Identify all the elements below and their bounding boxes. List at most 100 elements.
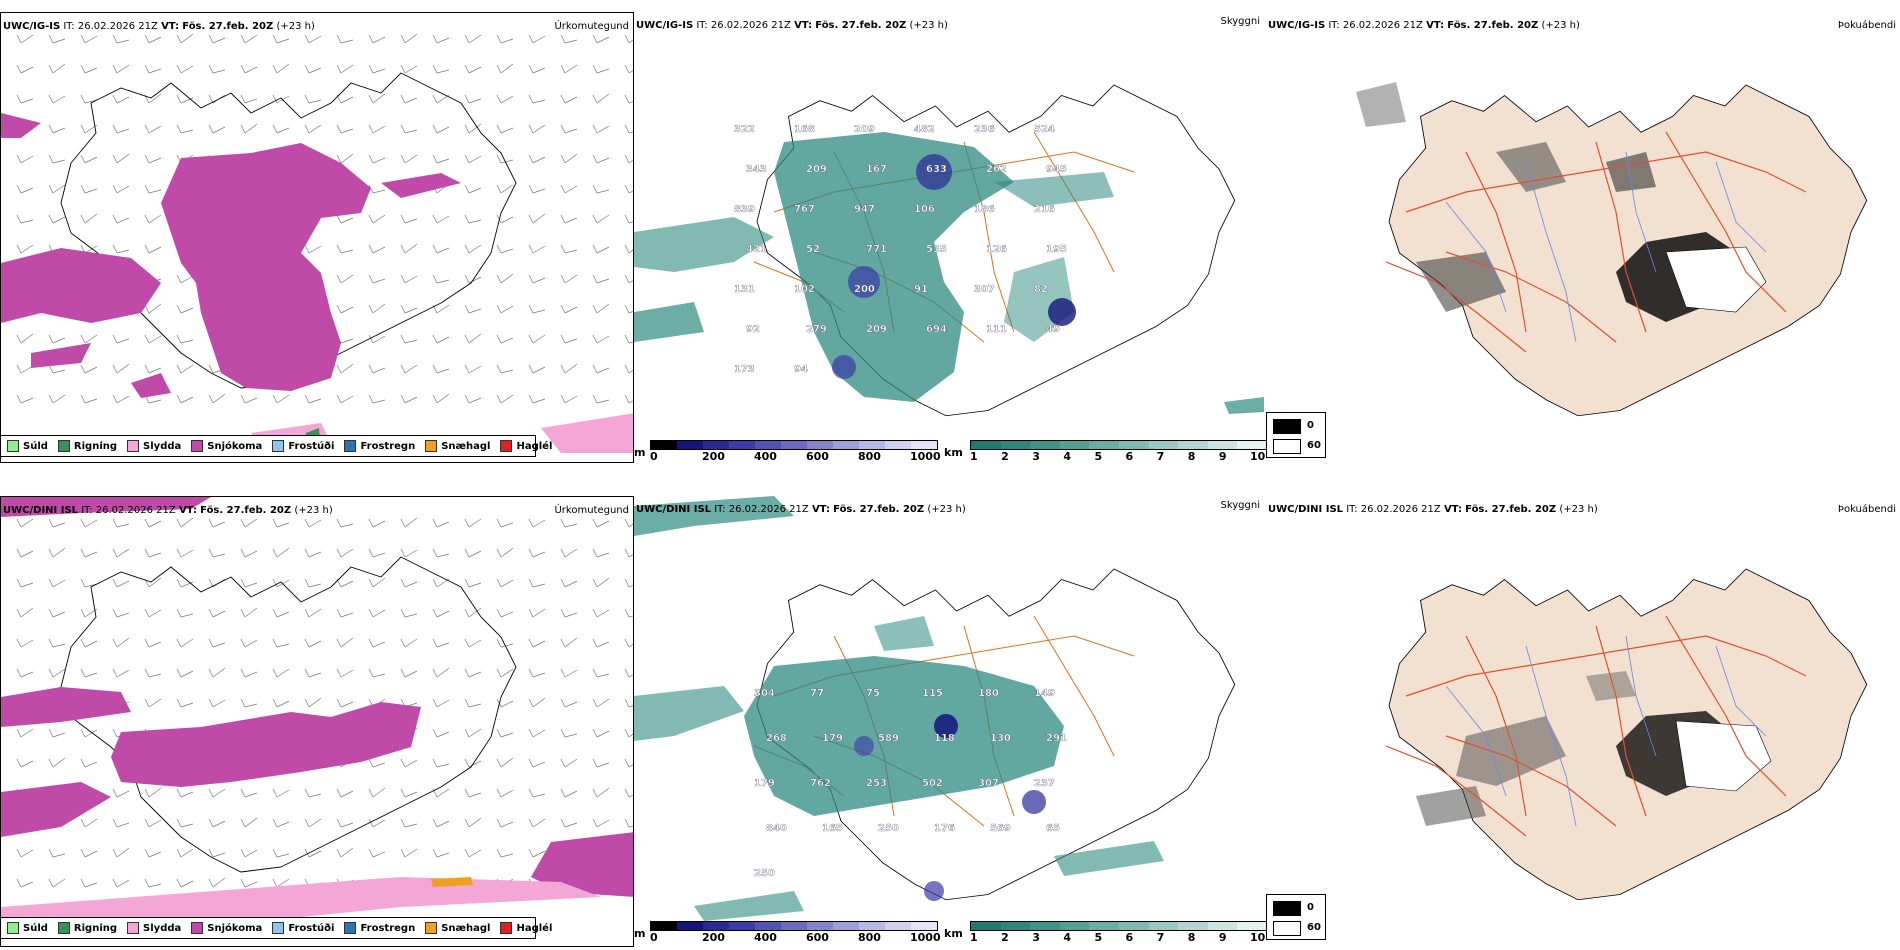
cloud-base-label: 569 (990, 823, 1011, 834)
wind-barb (48, 154, 66, 164)
wind-barb (432, 244, 450, 254)
colorbar-segment (1030, 922, 1060, 930)
wind-barb (240, 394, 258, 404)
wind-barb (16, 34, 34, 44)
wind-barb (16, 333, 34, 344)
colorbar-tick: 4 (1063, 450, 1071, 463)
legend-item: Frostregn (344, 922, 415, 934)
snow-area (1, 113, 41, 138)
wind-barb (560, 363, 578, 374)
wind-barb (176, 578, 194, 588)
wind-barb (80, 728, 98, 738)
wind-barb (304, 548, 322, 558)
legend-label: Frostregn (360, 440, 416, 452)
cloud-base-label: 180 (978, 688, 999, 699)
wind-barb (336, 124, 354, 134)
wind-barb (144, 303, 162, 314)
wind-barb (80, 34, 98, 44)
legend-swatch (127, 922, 140, 934)
wind-barb (208, 667, 226, 678)
colorbar-tick: 3 (1032, 450, 1040, 463)
it-label: IT: (1346, 504, 1358, 515)
wind-barb (400, 124, 418, 134)
wind-barb (272, 878, 290, 888)
cloud-base-label: 250 (878, 823, 899, 834)
wind-barb (304, 848, 322, 858)
wind-barb (48, 34, 66, 44)
wind-barb (240, 848, 258, 858)
wind-barb (208, 518, 226, 528)
wind-barb (400, 608, 418, 618)
colorbar-tick: 800 (858, 450, 881, 463)
wind-barb (464, 333, 482, 344)
wind-barb (400, 64, 418, 74)
cloud-base-label: 102 (794, 284, 815, 295)
colorbar-tick: 2 (1001, 931, 1009, 944)
colorbar-tick: 0 (650, 931, 658, 944)
wind-barb (624, 274, 633, 284)
wind-barb (528, 364, 546, 374)
wind-barb (368, 154, 386, 164)
river (1715, 161, 1767, 253)
wind-barb (624, 184, 633, 194)
cloud-base-label: 767 (794, 204, 815, 215)
road (1595, 625, 1647, 817)
wind-barb (464, 154, 482, 164)
wind-barb (496, 638, 514, 648)
colorbar-segment (1237, 922, 1267, 930)
wind-barb (144, 668, 162, 678)
wind-barb (368, 638, 386, 648)
fog-high-swatch (1273, 419, 1301, 434)
it-label: IT: (696, 20, 708, 31)
sleet-area (541, 413, 633, 453)
river (1625, 151, 1657, 273)
cloud-base-bar (650, 921, 938, 931)
fog-low-label: 60 (1307, 922, 1321, 933)
colorbar-tick: 5 (1094, 450, 1103, 463)
wind-barb (400, 334, 418, 344)
wind-barb (336, 818, 354, 828)
wind-barb (400, 33, 418, 44)
snow-area (531, 832, 633, 897)
wind-barb (560, 578, 578, 588)
colorbar-segment (1148, 441, 1179, 449)
colorbar-tick: 2 (1001, 450, 1009, 463)
legend-item: Snæhagl (425, 440, 490, 452)
wind-barb (176, 517, 194, 528)
colorbar-segment (651, 441, 677, 449)
wind-barb (144, 878, 162, 888)
wind-barb (496, 394, 514, 404)
wind-barb (80, 394, 98, 404)
cloud-base-label: 167 (866, 164, 887, 175)
fog-rivers (1445, 151, 1767, 343)
wind-barb (176, 274, 194, 284)
cloud-base-label: 762 (810, 778, 831, 789)
cloud-base-label: 118 (934, 733, 955, 744)
precip-legend-bottom: Súld Rigning Slydda Snjókoma Frostúði Fr… (0, 917, 552, 939)
it-value: 26.02.2026 21Z (95, 505, 176, 516)
wind-barb (208, 94, 226, 104)
it-label: IT: (714, 504, 726, 515)
wind-barb (464, 94, 482, 104)
wind-barb (592, 303, 610, 314)
wind-barb (144, 787, 162, 798)
wind-barb (560, 64, 578, 74)
snow-area (1, 687, 131, 727)
cloud-base-label: 343 (746, 164, 767, 175)
wind-barb (176, 638, 194, 648)
wind-barb (560, 818, 578, 828)
wind-barb (464, 214, 482, 224)
wind-barb (624, 818, 633, 828)
wind-barb (48, 547, 66, 558)
wind-barb (304, 244, 322, 254)
wind-barb (48, 214, 66, 224)
wind-barb (592, 608, 610, 618)
wind-barb (624, 304, 633, 314)
panel-title: UWC/IG-IS IT: 26.02.2026 21Z VT: Fös. 27… (3, 21, 315, 32)
wind-barb (208, 34, 226, 44)
wind-barb (208, 698, 226, 708)
cloud-base-label: 94 (794, 364, 808, 375)
cloud-base-label: 82 (1034, 284, 1048, 295)
colorbar-tick: 400 (754, 450, 777, 463)
wind-barb (240, 548, 258, 558)
